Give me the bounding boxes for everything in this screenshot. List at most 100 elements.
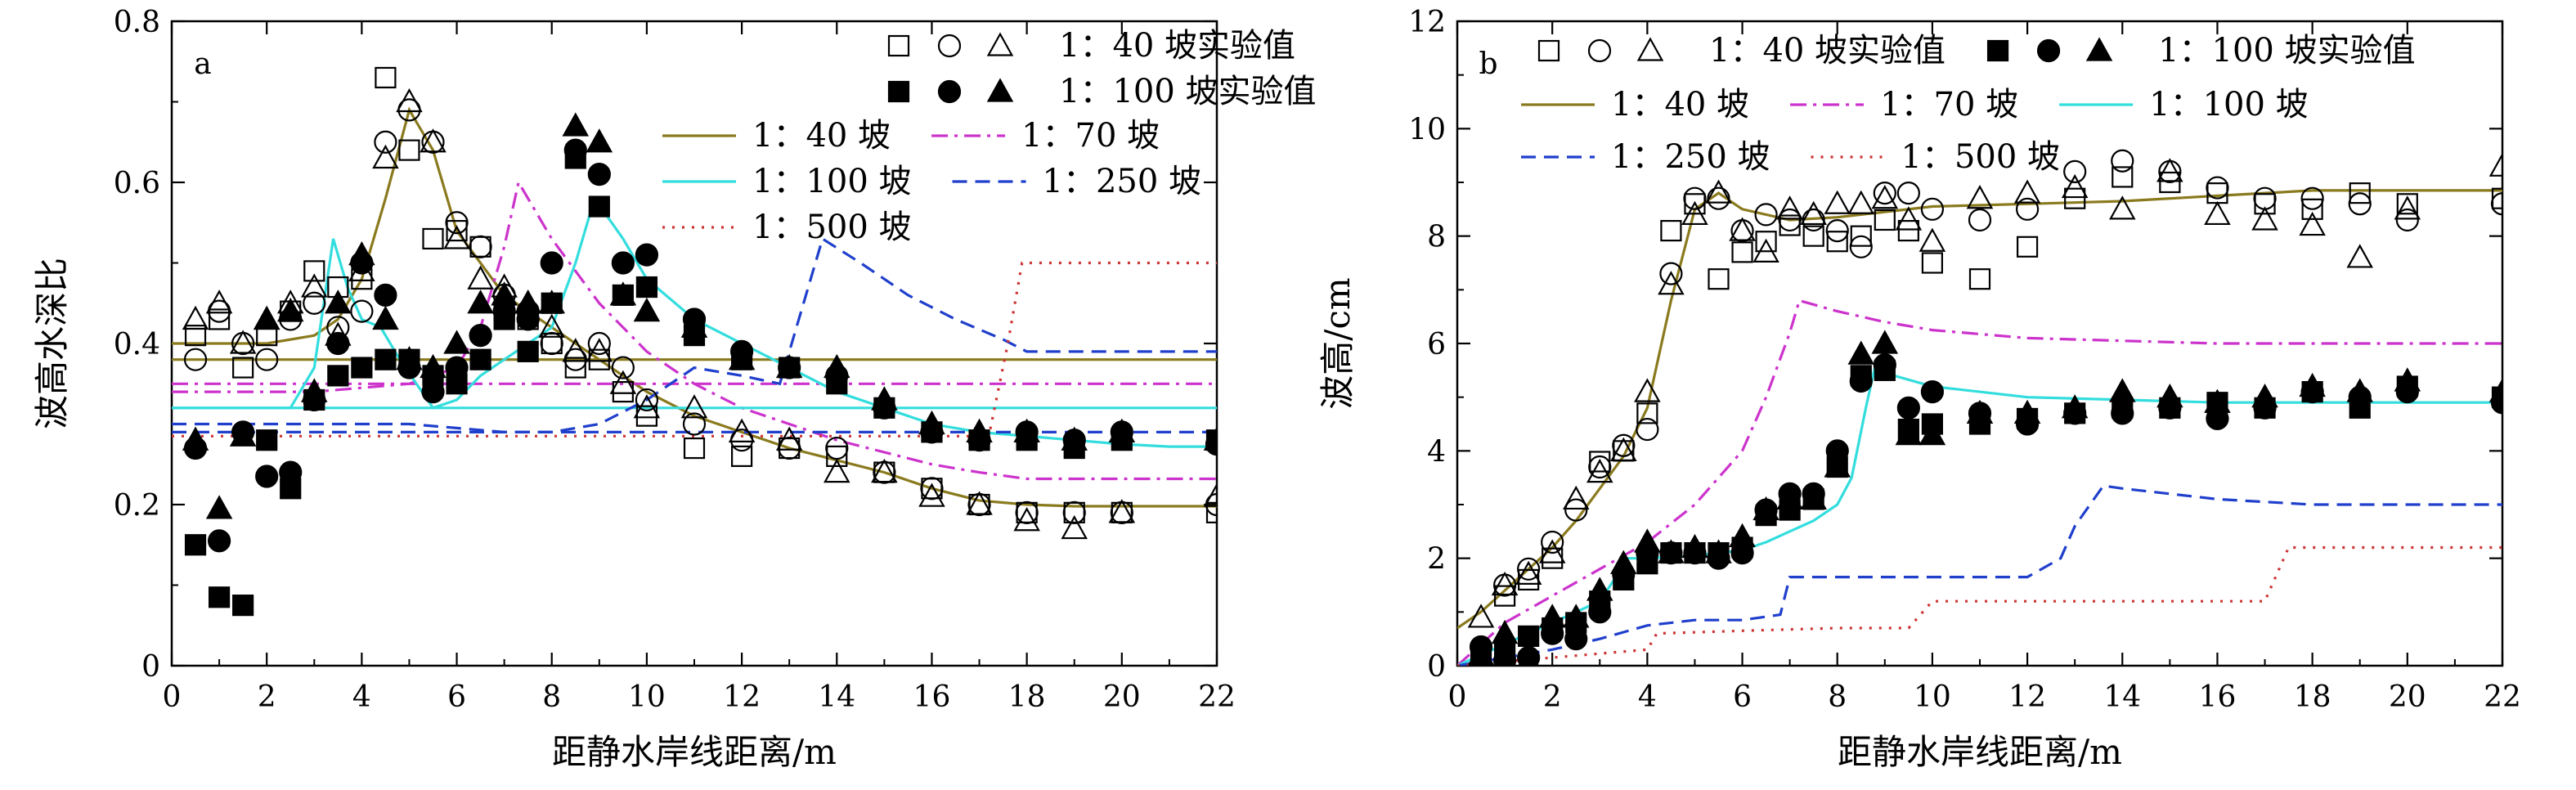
data-point-filled-square [375, 348, 397, 370]
data-point-filled-triangle [609, 281, 637, 306]
data-point-filled-triangle [1061, 426, 1088, 451]
data-point-filled-triangle [538, 290, 565, 314]
x-tick-label: 18 [1008, 680, 1046, 714]
data-point-open-square [1205, 501, 1217, 523]
data-point-open-triangle [1800, 200, 1827, 226]
data-point-open-triangle [2061, 173, 2089, 199]
data-point-filled-triangle [966, 418, 993, 442]
data-point-open-circle [183, 348, 208, 371]
legend-marker-open-square [887, 34, 910, 57]
data-point-filled-circle [1873, 353, 1896, 377]
data-point-filled-square [208, 586, 231, 608]
y-tick-label: 0.2 [114, 489, 160, 523]
data-point-filled-triangle [420, 353, 447, 379]
legend-label: 1：500 坡 [752, 209, 912, 246]
data-point-open-triangle [1871, 185, 1899, 209]
data-point-open-circle [2015, 197, 2040, 221]
data-point-open-triangle [1013, 507, 1040, 532]
data-point-open-square [2016, 236, 2039, 258]
legend-marker-filled-square [887, 80, 910, 103]
data-point-filled-triangle [824, 353, 850, 379]
legend-label: 1：250 坡 [1611, 138, 1770, 176]
x-tick-label: 6 [1733, 680, 1752, 714]
legend-marker-open-circle [937, 34, 962, 58]
data-point-open-square [422, 227, 444, 250]
data-point-open-triangle [396, 88, 423, 113]
data-point-open-circle [374, 130, 397, 154]
legend-marker-open-triangle [1636, 37, 1664, 61]
data-point-filled-triangle [1108, 418, 1136, 442]
x-tick-label: 22 [1198, 680, 1236, 714]
x-tick-label: 2 [1543, 680, 1562, 714]
data-point-open-triangle [918, 483, 945, 507]
data-point-open-triangle [1467, 604, 1495, 628]
legend-label: 1：40 坡实验值 [1059, 27, 1295, 65]
data-point-open-square [1708, 268, 1730, 290]
data-point-open-circle [611, 356, 635, 379]
data-point-open-square [730, 445, 753, 468]
data-point-open-triangle [205, 290, 233, 314]
data-point-open-circle [350, 299, 374, 323]
data-point-filled-circle [2111, 402, 2134, 425]
data-point-filled-triangle [396, 346, 423, 370]
data-point-filled-triangle [2061, 394, 2089, 419]
data-point-filled-triangle [775, 353, 803, 379]
chart-panel-a: 0 2 4 6 8 10 12 14 16 18 20 22 0 0.2 0.4 0.6 0.8 距静水岸线距离/… [32, 6, 1317, 772]
legend-label: 1：250 坡 [1043, 163, 1202, 200]
data-point-open-circle [1896, 182, 1920, 205]
data-point-filled-triangle [2394, 367, 2421, 392]
data-point-open-triangle [2251, 206, 2278, 231]
data-point-open-circle [1707, 186, 1730, 210]
data-point-filled-triangle [276, 297, 304, 322]
data-point-open-square [612, 381, 634, 403]
data-point-filled-square [635, 276, 658, 298]
data-point-open-triangle [1681, 200, 1708, 226]
data-point-filled-square [469, 348, 491, 370]
plot-area [1457, 149, 2502, 666]
data-point-filled-triangle [2109, 378, 2136, 402]
data-point-open-circle [255, 348, 279, 371]
legend-label: 1：40 坡实验值 [1709, 32, 1945, 70]
data-point-open-circle [2300, 186, 2324, 210]
x-tick-label: 6 [447, 680, 466, 714]
data-point-open-triangle [728, 418, 756, 442]
data-point-filled-triangle [1705, 539, 1732, 563]
data-point-open-square [232, 357, 254, 379]
data-point-filled-triangle [1776, 485, 1803, 510]
y-tick-label: 0.4 [114, 328, 160, 361]
x-tick-label: 10 [1914, 680, 1951, 714]
series-line-s100 [1457, 362, 2502, 666]
data-point-open-square [398, 139, 420, 161]
series-line-s250 [1457, 484, 2502, 666]
x-tick-label: 14 [818, 680, 855, 714]
data-point-open-triangle [182, 305, 209, 330]
data-point-filled-triangle [1871, 330, 1899, 354]
data-point-open-triangle [1729, 217, 1756, 241]
legend-marker-filled-circle [937, 79, 962, 104]
data-point-open-triangle [1658, 271, 1685, 295]
legend: 1：40 坡实验值 1：100 坡实验值 1：40 坡 1：70 坡 1：100 坡 1：… [1521, 32, 2416, 176]
legend-marker-filled-triangle [2085, 37, 2113, 61]
legend-marker-open-circle [1587, 38, 1612, 63]
data-point-open-triangle [301, 273, 328, 298]
x-tick-label: 16 [913, 680, 951, 714]
data-point-open-triangle [2394, 195, 2421, 220]
x-tick-label: 0 [1448, 680, 1467, 714]
data-point-open-triangle [1586, 458, 1613, 483]
data-point-open-square [1755, 231, 1777, 253]
data-point-open-triangle [609, 370, 637, 394]
data-point-filled-circle [587, 163, 611, 186]
legend-label: 1：100 坡 [2149, 86, 2309, 123]
data-point-open-triangle [2204, 200, 2231, 226]
data-point-open-circle [1873, 182, 1896, 205]
legend-label: 1：40 坡 [1611, 86, 1749, 123]
x-tick-label: 2 [258, 680, 276, 714]
data-point-open-triangle [586, 338, 613, 362]
data-point-open-circle [1849, 235, 1873, 258]
data-point-open-circle [1778, 208, 1802, 232]
data-point-open-circle [1920, 197, 1945, 221]
data-point-open-triangle [1705, 179, 1732, 204]
y-axis-label: 波高水深比 [32, 258, 72, 429]
data-point-filled-circle [207, 529, 231, 553]
data-point-filled-triangle [633, 297, 661, 322]
